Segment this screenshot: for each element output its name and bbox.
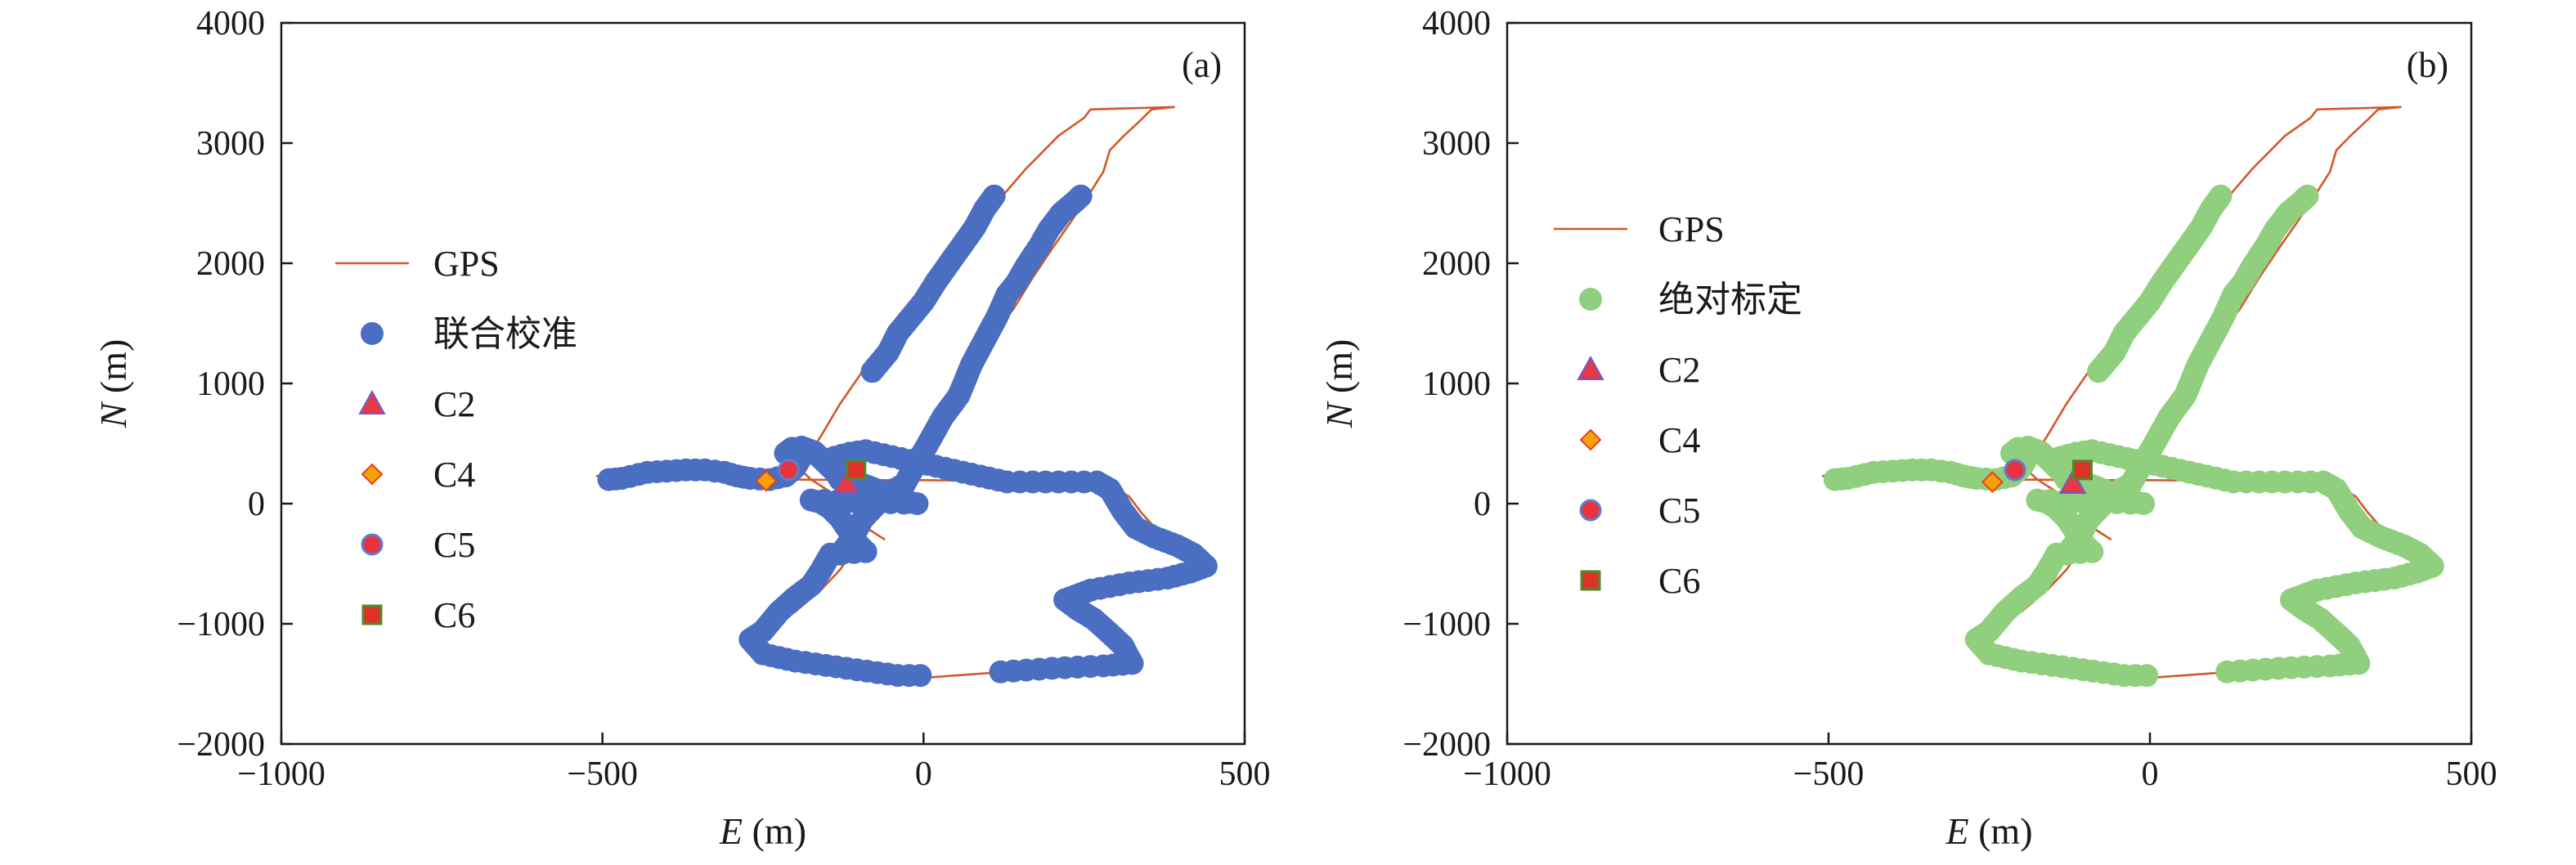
x-axis-title: E (m) [719, 810, 806, 852]
legend-label: C4 [1658, 420, 1700, 460]
y-tick-label: 0 [1474, 486, 1491, 523]
x-tick-label: −500 [1793, 755, 1865, 793]
estimate-point [2215, 660, 2239, 683]
legend-swatch [1579, 428, 1602, 451]
chart-panel-a: −1000 −500 0 500−2000−100001000200030004000… [92, 5, 1271, 852]
legend-item: 绝对标定 [1579, 280, 1802, 320]
legend: GPS 绝对标定 C2 C4 C5 C6 [1554, 209, 1802, 601]
station-c4-marker [1981, 471, 2004, 493]
station-c2-marker [2058, 468, 2087, 495]
y-tick-label: 2000 [196, 245, 265, 283]
chart-panel-b: −1000 −500 0 500−2000−100001000200030004000… [1318, 5, 2497, 852]
legend-swatch [358, 389, 386, 415]
legend-swatch [361, 604, 383, 625]
station-c2-marker [832, 468, 860, 495]
station-c6-marker [2071, 459, 2093, 481]
legend-swatch [1579, 499, 1602, 522]
legend-label: C6 [1658, 561, 1700, 601]
legend-label: 绝对标定 [1658, 280, 1802, 320]
legend-item: C5 [361, 525, 475, 565]
estimate-points [1823, 184, 2444, 688]
legend-label: C2 [433, 384, 475, 424]
legend-swatch [1579, 288, 1602, 311]
legend-swatch [361, 533, 384, 556]
x-axis-unit: (m) [743, 810, 806, 852]
legend-item: C5 [1579, 491, 1700, 531]
station-c5-marker [2004, 459, 2026, 482]
legend-label: GPS [1658, 209, 1725, 249]
estimate-points [597, 184, 1218, 688]
legend-label: C5 [1658, 491, 1700, 531]
plot-area [595, 105, 1218, 688]
x-axis-variable: E [1945, 810, 1968, 852]
legend-label: GPS [433, 244, 500, 284]
y-tick-label: 4000 [196, 5, 265, 43]
y-axis-unit: (m) [1318, 339, 1360, 403]
y-axis-title: N (m) [92, 339, 134, 429]
legend-label: 联合校准 [433, 314, 577, 354]
legend-item: GPS [335, 244, 500, 284]
x-tick-label: 500 [2446, 755, 2497, 793]
y-tick-label: −1000 [1402, 606, 1491, 643]
y-axis-variable: N [92, 401, 134, 428]
y-tick-label: −2000 [1402, 726, 1491, 764]
x-tick-label: −1000 [1463, 755, 1551, 793]
y-tick-label: −1000 [177, 606, 265, 643]
legend-label: C2 [1658, 350, 1700, 390]
legend-swatch [361, 463, 384, 486]
y-tick-label: 3000 [1422, 125, 1491, 163]
legend-item: GPS [1554, 209, 1725, 249]
estimate-point [2209, 184, 2233, 208]
y-tick-label: 2000 [1422, 245, 1491, 283]
x-axis-variable: E [719, 810, 743, 852]
legend-swatch [361, 322, 384, 345]
station-c6-marker [846, 459, 867, 481]
y-tick-label: 1000 [1422, 365, 1491, 403]
legend-item: C4 [361, 455, 475, 495]
legend-item: C6 [1580, 561, 1700, 601]
y-axis-title: N (m) [1318, 339, 1360, 429]
legend-swatch [1577, 355, 1604, 380]
x-tick-label: 0 [915, 755, 932, 793]
panel-label: (a) [1182, 45, 1222, 85]
y-tick-label: −2000 [177, 726, 265, 764]
legend-swatch [1580, 570, 1601, 591]
x-tick-label: 0 [2142, 755, 2159, 793]
legend-label: C4 [433, 455, 475, 495]
legend-item: C6 [361, 595, 475, 635]
x-axis-unit: (m) [1969, 810, 2033, 852]
station-c4-marker [755, 469, 778, 492]
x-tick-label: 500 [1219, 755, 1271, 793]
legend-item: C4 [1579, 420, 1700, 460]
x-tick-label: −1000 [237, 755, 325, 793]
estimate-point [989, 660, 1012, 683]
y-tick-label: 3000 [196, 125, 265, 163]
legend-label: C5 [433, 525, 475, 565]
legend-label: C6 [433, 595, 475, 635]
x-tick-label: −500 [567, 755, 638, 793]
estimate-point [982, 184, 1006, 208]
legend: GPS 联合校准 C2 C4 C5 C6 [335, 244, 577, 635]
y-axis-unit: (m) [92, 339, 134, 403]
station-c5-marker [777, 459, 800, 482]
y-tick-label: 1000 [196, 365, 265, 403]
y-axis-variable: N [1318, 401, 1360, 428]
estimate-point [1069, 184, 1093, 208]
legend-item: 联合校准 [361, 314, 577, 354]
legend-item: C2 [1577, 350, 1700, 390]
estimate-point [2296, 184, 2319, 208]
x-axis-title: E (m) [1945, 810, 2032, 852]
legend-item: C2 [358, 384, 475, 424]
panel-label: (b) [2407, 45, 2448, 85]
plot-area [1822, 105, 2444, 688]
estimate-point [2135, 664, 2159, 688]
y-tick-label: 0 [248, 486, 265, 523]
estimate-point [909, 664, 932, 688]
y-tick-label: 4000 [1422, 5, 1491, 43]
